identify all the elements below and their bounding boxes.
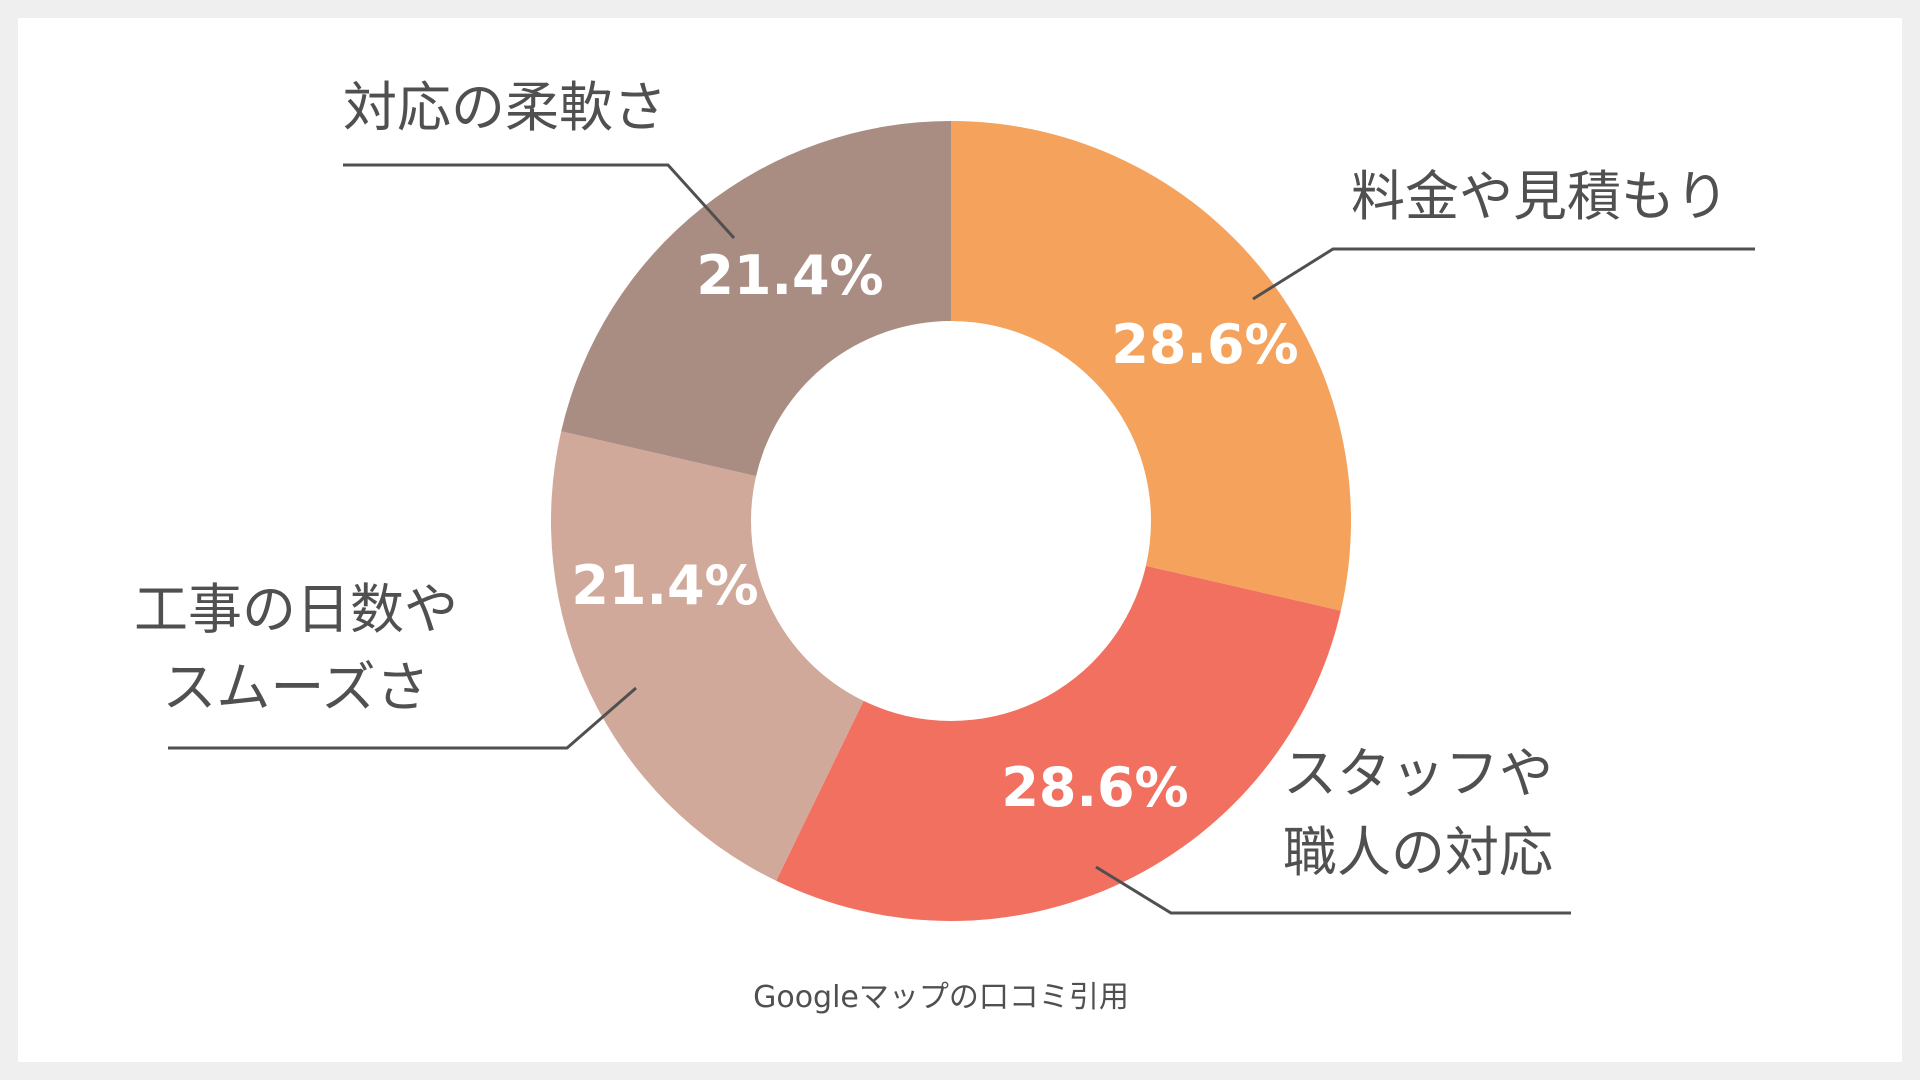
slice-category-label: 工事の日数や — [134, 578, 458, 641]
donut-slice — [951, 121, 1352, 611]
donut-slice — [561, 121, 951, 477]
slice-category-label: スタッフや — [1283, 742, 1553, 805]
slice-category-label: 対応の柔軟さ — [343, 76, 667, 139]
slice-value-label: 28.6% — [1111, 313, 1298, 376]
slice-category-label: スムーズさ — [162, 656, 429, 719]
donut-slice — [550, 431, 864, 881]
donut-slice — [776, 565, 1341, 921]
slice-value-label: 28.6% — [1001, 756, 1188, 819]
slice-category-label: 料金や見積もり — [1351, 165, 1729, 228]
leader-line — [168, 686, 637, 750]
slice-value-label: 21.4% — [696, 244, 883, 307]
source-note: Googleマップの口コミ引用 — [753, 980, 1129, 1015]
leader-line — [343, 163, 736, 240]
slice-value-label: 21.4% — [571, 554, 758, 617]
leader-line — [1252, 247, 1755, 301]
leader-line — [1095, 865, 1571, 915]
slice-category-label: 職人の対応 — [1283, 821, 1553, 884]
